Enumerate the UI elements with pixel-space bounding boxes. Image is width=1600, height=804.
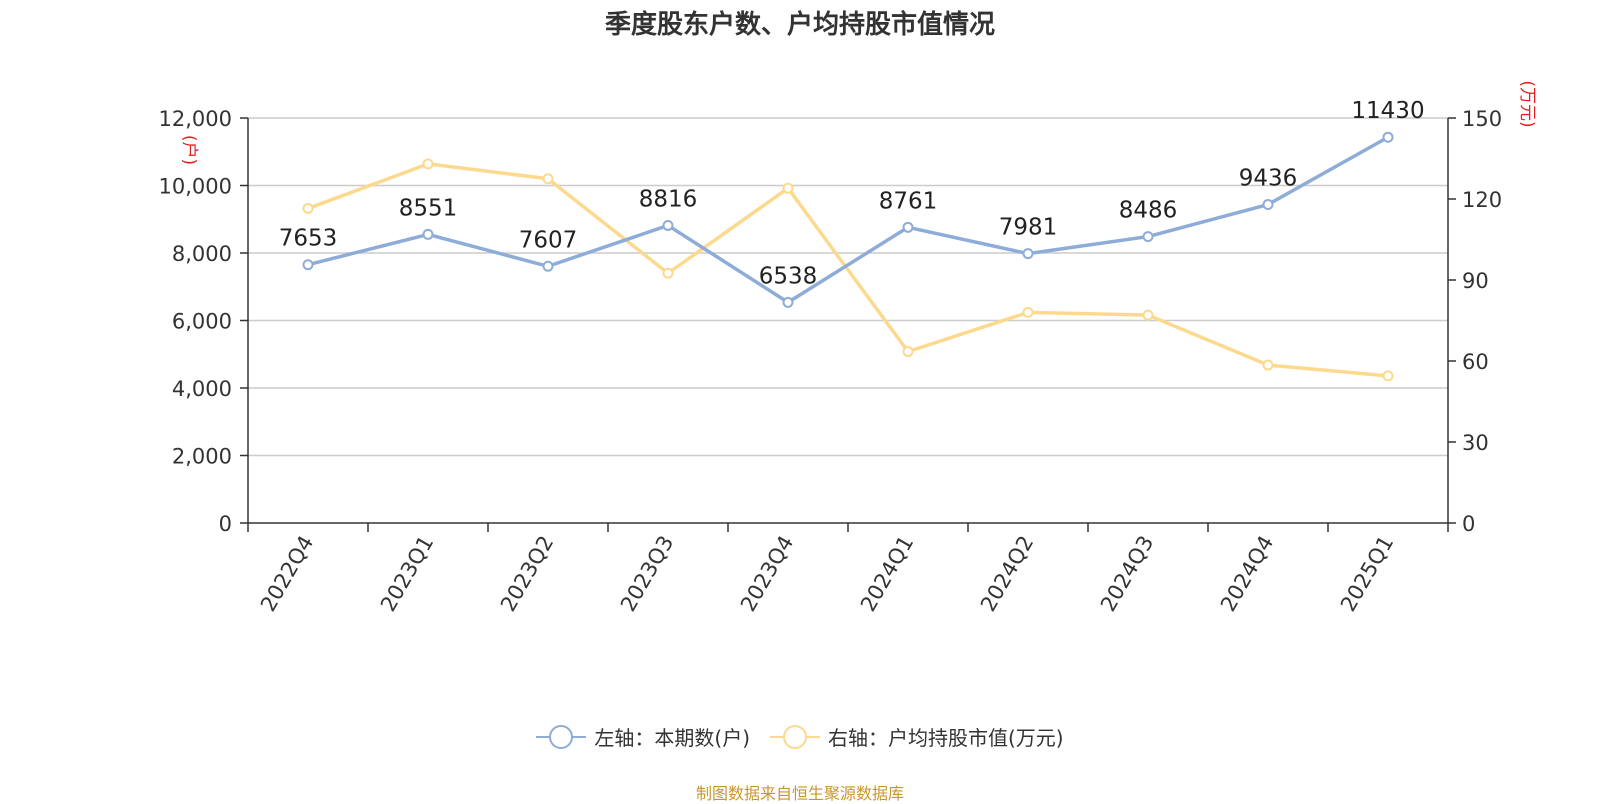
- right-axis-tick-label: 90: [1462, 269, 1489, 293]
- left-axis-tick-label: 0: [219, 512, 232, 536]
- left-series-data-label: 7653: [279, 226, 338, 252]
- legend: 左轴：本期数(户) 右轴：户均持股市值(万元): [0, 722, 1600, 751]
- right-axis-unit-label: (万元): [1517, 80, 1537, 127]
- right-series-line: [307, 162, 1389, 378]
- x-axis-tick-label: 2024Q2: [976, 532, 1038, 616]
- x-axis-tick-label: 2023Q1: [376, 532, 438, 616]
- left-series-point: [902, 221, 914, 233]
- right-axis-tick-label: 120: [1462, 188, 1502, 212]
- left-series-data-label: 8761: [879, 188, 938, 214]
- left-series-point: [422, 228, 434, 240]
- left-series-point: [542, 260, 554, 272]
- right-axis-tick-label: 150: [1462, 107, 1502, 131]
- left-series-point: [302, 259, 314, 271]
- left-series-line: [307, 135, 1389, 305]
- left-series-data-label: 8486: [1119, 198, 1178, 224]
- x-axis-tick-label: 2024Q4: [1216, 532, 1278, 616]
- legend-swatch-right-icon: [770, 724, 820, 749]
- left-series-data-label: 7607: [519, 227, 578, 253]
- left-axis-tick-label: 12,000: [159, 107, 232, 131]
- right-series-point: [1262, 359, 1274, 371]
- right-series-point: [1022, 306, 1034, 318]
- legend-swatch-left-icon: [536, 724, 587, 749]
- x-axis-tick-label: 2023Q2: [496, 532, 558, 616]
- x-axis-tick-label: 2022Q4: [256, 532, 318, 616]
- right-axis-tick-label: 30: [1462, 431, 1489, 455]
- chart-canvas: 0 2,000 4,000 6,000 8,000 10,000 12,000 0 30 60 90…: [159, 80, 1537, 616]
- left-series-data-label: 9436: [1239, 166, 1298, 192]
- left-series-point: [782, 296, 794, 308]
- left-series-data-label: 6538: [759, 263, 818, 289]
- chart-title: 季度股东户数、户均持股市值情况: [604, 10, 995, 40]
- right-series-point: [302, 202, 314, 214]
- left-series-point: [662, 219, 674, 231]
- legend-label-left: 左轴：本期数(户): [594, 726, 750, 750]
- legend-label-right: 右轴：户均持股市值(万元): [828, 726, 1064, 750]
- left-axis-tick-label: 2,000: [172, 445, 232, 469]
- legend-item-right[interactable]: 右轴：户均持股市值(万元): [770, 722, 1064, 751]
- right-series-point: [542, 173, 554, 185]
- left-axis-tick-label: 4,000: [172, 377, 232, 401]
- left-series-data-label: 8816: [639, 186, 698, 212]
- right-series-point: [782, 182, 794, 194]
- left-axis-tick-label: 10,000: [159, 175, 232, 199]
- legend-item-left[interactable]: 左轴：本期数(户): [536, 722, 750, 751]
- x-axis-tick-label: 2024Q1: [856, 532, 918, 616]
- right-series-point: [1142, 309, 1154, 321]
- source-note: 制图数据来自恒生聚源数据库: [695, 784, 904, 803]
- right-series-point: [902, 346, 914, 358]
- left-axis-tick-label: 8,000: [172, 242, 232, 266]
- right-axis-tick-label: 60: [1462, 350, 1489, 374]
- right-series-point: [422, 158, 434, 170]
- left-series-data-label: 11430: [1351, 98, 1424, 124]
- x-axis-tick-label: 2023Q4: [736, 532, 798, 616]
- left-series-data-label: 7981: [999, 215, 1058, 241]
- left-series-data-label: 8551: [399, 195, 458, 221]
- left-series-point: [1022, 248, 1034, 260]
- x-axis-tick-label: 2025Q1: [1336, 532, 1398, 616]
- x-axis-tick-label: 2023Q3: [616, 532, 678, 616]
- left-series-point: [1382, 131, 1394, 143]
- right-axis-tick-label: 0: [1462, 512, 1475, 536]
- right-series-point: [662, 267, 674, 279]
- left-axis-tick-label: 6,000: [172, 310, 232, 334]
- left-axis-unit-label: (户): [179, 135, 199, 165]
- x-axis-tick-label: 2024Q3: [1096, 532, 1158, 616]
- left-series-point: [1262, 199, 1274, 211]
- right-series-point: [1382, 370, 1394, 382]
- left-series-point: [1142, 231, 1154, 243]
